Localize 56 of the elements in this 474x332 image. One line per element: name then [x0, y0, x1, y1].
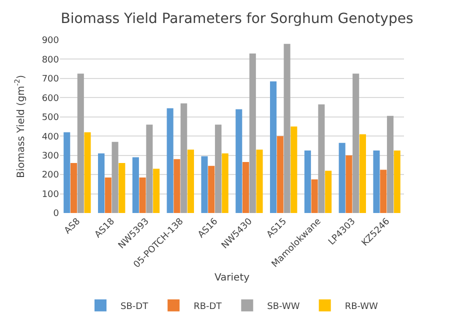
bar — [249, 53, 256, 213]
bar — [373, 150, 380, 213]
bar — [174, 159, 180, 213]
bar — [338, 142, 346, 213]
bar — [139, 177, 146, 213]
bar — [346, 155, 352, 213]
legend-label: SB-DT — [120, 302, 149, 312]
bar — [146, 124, 153, 213]
bar — [270, 81, 277, 213]
bar — [112, 142, 118, 213]
bar — [132, 157, 139, 213]
y-tick-label: 600 — [42, 94, 60, 104]
bar — [284, 44, 290, 213]
y-tick-label: 900 — [42, 36, 60, 46]
bar — [166, 108, 174, 213]
bar — [325, 170, 332, 213]
bar — [311, 179, 318, 213]
bar — [380, 170, 387, 213]
bar — [290, 126, 298, 213]
bar — [276, 136, 284, 213]
bar — [386, 116, 394, 213]
y-tick-label: 800 — [42, 55, 60, 66]
legend-label: RB-DT — [194, 302, 222, 312]
bar — [394, 150, 400, 213]
chart-title: Biomass Yield Parameters for Sorghum Genotypes — [60, 11, 414, 28]
bar — [236, 109, 242, 213]
bar — [304, 150, 311, 213]
y-tick-label: 400 — [42, 132, 60, 142]
y-tick-label: 700 — [42, 74, 60, 85]
bar — [201, 156, 208, 213]
bar — [153, 168, 160, 213]
bar — [242, 162, 250, 213]
legend-label: SB-WW — [267, 302, 300, 312]
y-tick-label: 200 — [42, 170, 60, 181]
y-tick-label: 100 — [42, 190, 60, 200]
bar — [104, 177, 112, 213]
bar — [222, 153, 228, 213]
bar — [214, 124, 222, 213]
bar — [70, 163, 78, 213]
bar — [118, 163, 126, 213]
bar — [64, 132, 70, 213]
y-tick-label: 0 — [53, 209, 60, 220]
bar — [359, 134, 366, 213]
y-tick-label: 300 — [42, 151, 60, 162]
legend-label: RB-WW — [344, 302, 378, 312]
bar — [77, 74, 84, 213]
bar — [187, 150, 194, 213]
bar — [98, 153, 105, 213]
bar — [208, 166, 215, 213]
bar — [352, 74, 360, 213]
x-axis-title: Variety — [214, 272, 250, 284]
bar — [256, 150, 263, 213]
bar — [318, 104, 325, 213]
y-tick-label: 500 — [42, 113, 60, 124]
bar — [84, 132, 91, 213]
bar — [180, 103, 188, 213]
